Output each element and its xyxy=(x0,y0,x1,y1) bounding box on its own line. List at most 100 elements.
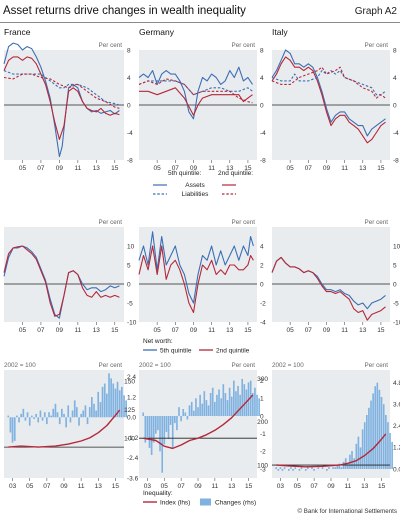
y-tick-label: 0 xyxy=(260,281,264,288)
y-tick-label: 4 xyxy=(260,75,264,82)
unit-label: Per cent xyxy=(232,362,256,369)
change-bar xyxy=(347,463,349,469)
change-bar xyxy=(43,412,46,418)
chart-panel-row2-col1: Per cent 05 07 09 11 13 15 10 5 0 -5 -10 xyxy=(3,219,137,334)
change-bar xyxy=(182,409,185,417)
change-bar xyxy=(197,407,199,417)
y-tick-label: 10 xyxy=(127,243,135,250)
x-tick-label: 09 xyxy=(56,165,64,172)
change-bar xyxy=(86,417,89,425)
change-bar xyxy=(317,467,320,469)
x-tick-label: 07 xyxy=(311,483,319,490)
change-bar xyxy=(334,467,337,469)
y-tick-label: 8 xyxy=(127,47,131,54)
change-bar xyxy=(184,412,187,416)
change-bar xyxy=(123,395,125,418)
x-tick-label: 13 xyxy=(359,327,367,334)
y-tick-label: 0 xyxy=(393,281,397,288)
x-tick-label: 07 xyxy=(37,165,45,172)
panel-title: Germany xyxy=(139,27,175,37)
change-bar xyxy=(235,391,237,416)
change-bar xyxy=(58,417,61,425)
x-tick-label: 15 xyxy=(111,327,119,334)
y-tick-label-lhs: 300 xyxy=(257,376,268,383)
y-tick-label: 2 xyxy=(260,262,264,269)
change-bar xyxy=(67,405,70,418)
legend-label-5th: 5th quintile xyxy=(160,348,192,355)
x-tick-label: 11 xyxy=(78,483,85,490)
change-bar xyxy=(110,378,112,418)
x-tick-label: 09 xyxy=(56,327,64,334)
change-bar xyxy=(256,394,258,416)
change-bar xyxy=(22,408,25,418)
x-tick-label: 13 xyxy=(361,483,369,490)
change-bar xyxy=(283,467,286,469)
change-bar xyxy=(239,394,241,416)
x-tick-label: 03 xyxy=(277,483,285,490)
change-bar xyxy=(148,416,151,448)
unit-label: 2002 = 100 xyxy=(139,362,171,369)
change-bar xyxy=(35,413,37,418)
change-bar xyxy=(101,386,104,418)
change-bar xyxy=(233,380,235,416)
change-bar xyxy=(91,397,93,418)
change-bar xyxy=(146,416,149,438)
change-bar xyxy=(52,408,55,418)
change-bar xyxy=(252,393,254,416)
change-bar xyxy=(361,429,364,469)
y-tick-label: -4 xyxy=(127,130,133,137)
change-bar xyxy=(165,416,168,432)
change-bar xyxy=(385,415,387,469)
change-bar xyxy=(226,400,229,416)
change-bar xyxy=(169,416,172,425)
change-bar xyxy=(80,413,82,418)
x-tick-label: 11 xyxy=(211,483,218,490)
index-line xyxy=(8,409,121,448)
x-tick-label: 15 xyxy=(244,165,252,172)
y-tick-label: 10 xyxy=(393,243,400,250)
change-bar xyxy=(103,383,106,418)
x-tick-label: 15 xyxy=(377,327,385,334)
change-bar xyxy=(48,412,50,418)
x-tick-label: 05 xyxy=(19,165,27,172)
y-tick-label: 4 xyxy=(127,75,131,82)
change-bar xyxy=(207,405,210,416)
change-bar xyxy=(275,467,278,469)
y-tick-label-rhs: 3.6 xyxy=(393,402,400,409)
change-bar xyxy=(46,417,48,425)
change-bar xyxy=(121,386,123,418)
x-tick-label: 11 xyxy=(74,327,81,334)
x-tick-label: 05 xyxy=(161,483,169,490)
change-bar xyxy=(336,465,339,469)
series-line-red xyxy=(138,245,254,314)
change-bar xyxy=(31,415,33,418)
index-line xyxy=(276,433,387,468)
legend-row3: Inequality: Index (lhs) Changes (rhs) xyxy=(143,490,256,507)
change-bar xyxy=(41,417,44,421)
series-line-blue-dashed xyxy=(271,70,386,96)
change-bar xyxy=(78,417,80,426)
y-tick-label-rhs: 4.8 xyxy=(393,380,400,387)
change-bar xyxy=(69,417,72,423)
x-tick-label: 11 xyxy=(74,165,81,172)
legend-key-changes xyxy=(200,498,211,506)
legend-col1-title: 5th quintile: xyxy=(168,170,201,177)
series-line-blue xyxy=(271,49,386,137)
y-tick-label-rhs: 2 xyxy=(260,378,264,385)
x-tick-label: 15 xyxy=(377,165,385,172)
change-bar xyxy=(63,413,65,418)
change-bar xyxy=(9,417,12,433)
series-line-red-dashed xyxy=(271,66,386,99)
chart-panel-row1-col2: Germany Per cent 05 07 09 11 13 15 8 4 0 -4 -8 xyxy=(138,27,266,172)
change-bar xyxy=(378,389,381,469)
change-bar xyxy=(292,469,294,471)
change-bar xyxy=(370,400,372,469)
x-tick-label: 07 xyxy=(305,165,313,172)
series-line-blue xyxy=(138,231,254,304)
change-bar xyxy=(368,407,370,469)
change-bar xyxy=(150,416,153,455)
y-tick-label: 8 xyxy=(260,47,264,54)
change-bar xyxy=(220,398,223,416)
